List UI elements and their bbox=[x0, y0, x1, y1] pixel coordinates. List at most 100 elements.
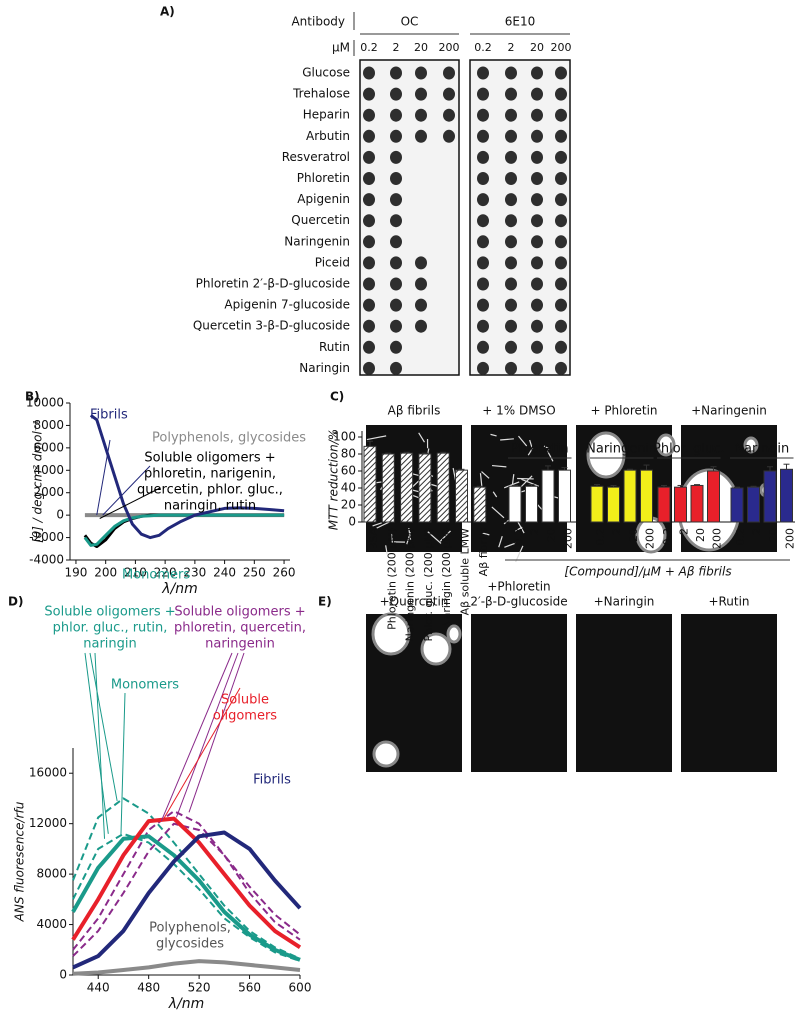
x-tick-label: Phlor. gluc. (200 µM) bbox=[422, 528, 435, 642]
annotation-pointer bbox=[160, 652, 233, 822]
x-axis-label: λ/nm bbox=[161, 581, 198, 597]
conc-label: 20 bbox=[414, 41, 428, 54]
conc-label: 0.2 bbox=[360, 41, 378, 54]
blot-spot bbox=[477, 150, 489, 164]
x-tick-label: 0.2 bbox=[594, 528, 607, 546]
blot-spot bbox=[477, 277, 489, 291]
x-tick-label: 2 bbox=[751, 528, 764, 535]
compound-label: Glucose bbox=[302, 66, 350, 80]
blot-spot bbox=[555, 66, 567, 80]
x-tick-label: 2 bbox=[611, 528, 624, 535]
blot-spot bbox=[390, 361, 402, 375]
fibril bbox=[504, 542, 516, 548]
x-tick-label: 200 bbox=[94, 566, 117, 580]
blot-spot bbox=[390, 256, 402, 270]
image-caption: +Rutin bbox=[708, 595, 749, 609]
annotation-pointer bbox=[94, 652, 106, 839]
bar bbox=[418, 453, 432, 523]
fibril bbox=[491, 506, 505, 519]
x-tick-label: 230 bbox=[183, 566, 206, 580]
x-tick-label: 600 bbox=[289, 981, 312, 995]
x-tick-label: 200 bbox=[562, 528, 575, 549]
y-tick-label: -2000 bbox=[29, 530, 64, 544]
annotation-pointer bbox=[188, 652, 245, 813]
y-tick-label: 60 bbox=[341, 464, 356, 478]
y-tick-label: 2000 bbox=[33, 485, 64, 499]
blot-spot bbox=[363, 108, 375, 122]
annotation-pointer bbox=[163, 687, 241, 819]
y-tick-label: 0 bbox=[59, 968, 67, 982]
conc-label: 20 bbox=[530, 41, 544, 54]
blot-spot bbox=[390, 319, 402, 333]
y-tick-label: -4000 bbox=[29, 553, 64, 567]
blot-spot bbox=[531, 214, 543, 228]
annotation-pointer bbox=[120, 692, 126, 837]
annotation: Monomers bbox=[111, 678, 179, 693]
x-tick-label: 440 bbox=[87, 981, 110, 995]
x-tick-label: 250 bbox=[243, 566, 266, 580]
image-caption: + 1% DMSO bbox=[482, 404, 555, 418]
blot-spot bbox=[505, 319, 517, 333]
y-tick-label: 8000 bbox=[33, 418, 64, 432]
blot-spot bbox=[555, 87, 567, 101]
blot-spot bbox=[363, 277, 375, 291]
blot-spot bbox=[477, 235, 489, 249]
bar bbox=[363, 445, 377, 523]
blot-spot bbox=[363, 150, 375, 164]
panel-label: D) bbox=[8, 595, 23, 609]
blot-spot bbox=[363, 172, 375, 185]
blot-spot bbox=[555, 256, 567, 270]
group-label: Phloretin bbox=[511, 442, 569, 457]
bar bbox=[657, 486, 671, 523]
blot-spot bbox=[415, 129, 427, 143]
fibril bbox=[390, 533, 393, 543]
x-tick-label: 520 bbox=[188, 981, 211, 995]
blot-spot bbox=[390, 193, 402, 207]
antibody-name: OC bbox=[401, 15, 419, 29]
fibril bbox=[518, 435, 528, 447]
series-line bbox=[71, 834, 301, 962]
blot-spot bbox=[505, 298, 517, 312]
blot-spot bbox=[477, 256, 489, 270]
blot-spot bbox=[390, 340, 402, 354]
blot-spot bbox=[477, 319, 489, 333]
panel-label: B) bbox=[25, 390, 40, 404]
blot-spot bbox=[390, 129, 402, 143]
blot-spot bbox=[531, 340, 543, 354]
blot-spot bbox=[531, 193, 543, 207]
conc-label: 2 bbox=[508, 41, 515, 54]
blot-spot bbox=[363, 361, 375, 375]
aggregate bbox=[586, 431, 626, 479]
fibril bbox=[482, 532, 490, 536]
blot-spot bbox=[363, 214, 375, 228]
series-line bbox=[72, 832, 301, 963]
bar bbox=[780, 468, 793, 523]
group-label: Phlor. gluc. bbox=[653, 442, 724, 457]
blot-spot bbox=[531, 319, 543, 333]
bar bbox=[400, 452, 414, 523]
blot-spot bbox=[505, 193, 517, 207]
annotation: phloretin, narigenin, bbox=[144, 467, 276, 482]
blot-spot bbox=[415, 319, 427, 333]
x-tick-label: 200 bbox=[784, 528, 797, 549]
blot-spot bbox=[555, 214, 567, 228]
blot-spot bbox=[505, 66, 517, 80]
blot-spot bbox=[505, 277, 517, 291]
blot-spot bbox=[415, 66, 427, 80]
annotation: Soluble bbox=[221, 693, 269, 708]
blot-spot bbox=[531, 87, 543, 101]
micrograph bbox=[471, 614, 567, 772]
series-line bbox=[89, 414, 285, 540]
blot-spot bbox=[531, 66, 543, 80]
bar bbox=[473, 486, 487, 523]
fibril bbox=[527, 447, 534, 456]
annotation: Soluble oligomers + bbox=[44, 605, 175, 620]
annotation: naringin, rutin bbox=[164, 499, 256, 514]
conc-label: 0.2 bbox=[474, 41, 492, 54]
blot-spot bbox=[415, 256, 427, 270]
annotation-pointer bbox=[175, 652, 239, 818]
x-tick-label: 2 bbox=[678, 528, 691, 535]
y-axis-label: ANS fluoresence/rfu bbox=[13, 801, 27, 922]
bar bbox=[674, 486, 687, 523]
